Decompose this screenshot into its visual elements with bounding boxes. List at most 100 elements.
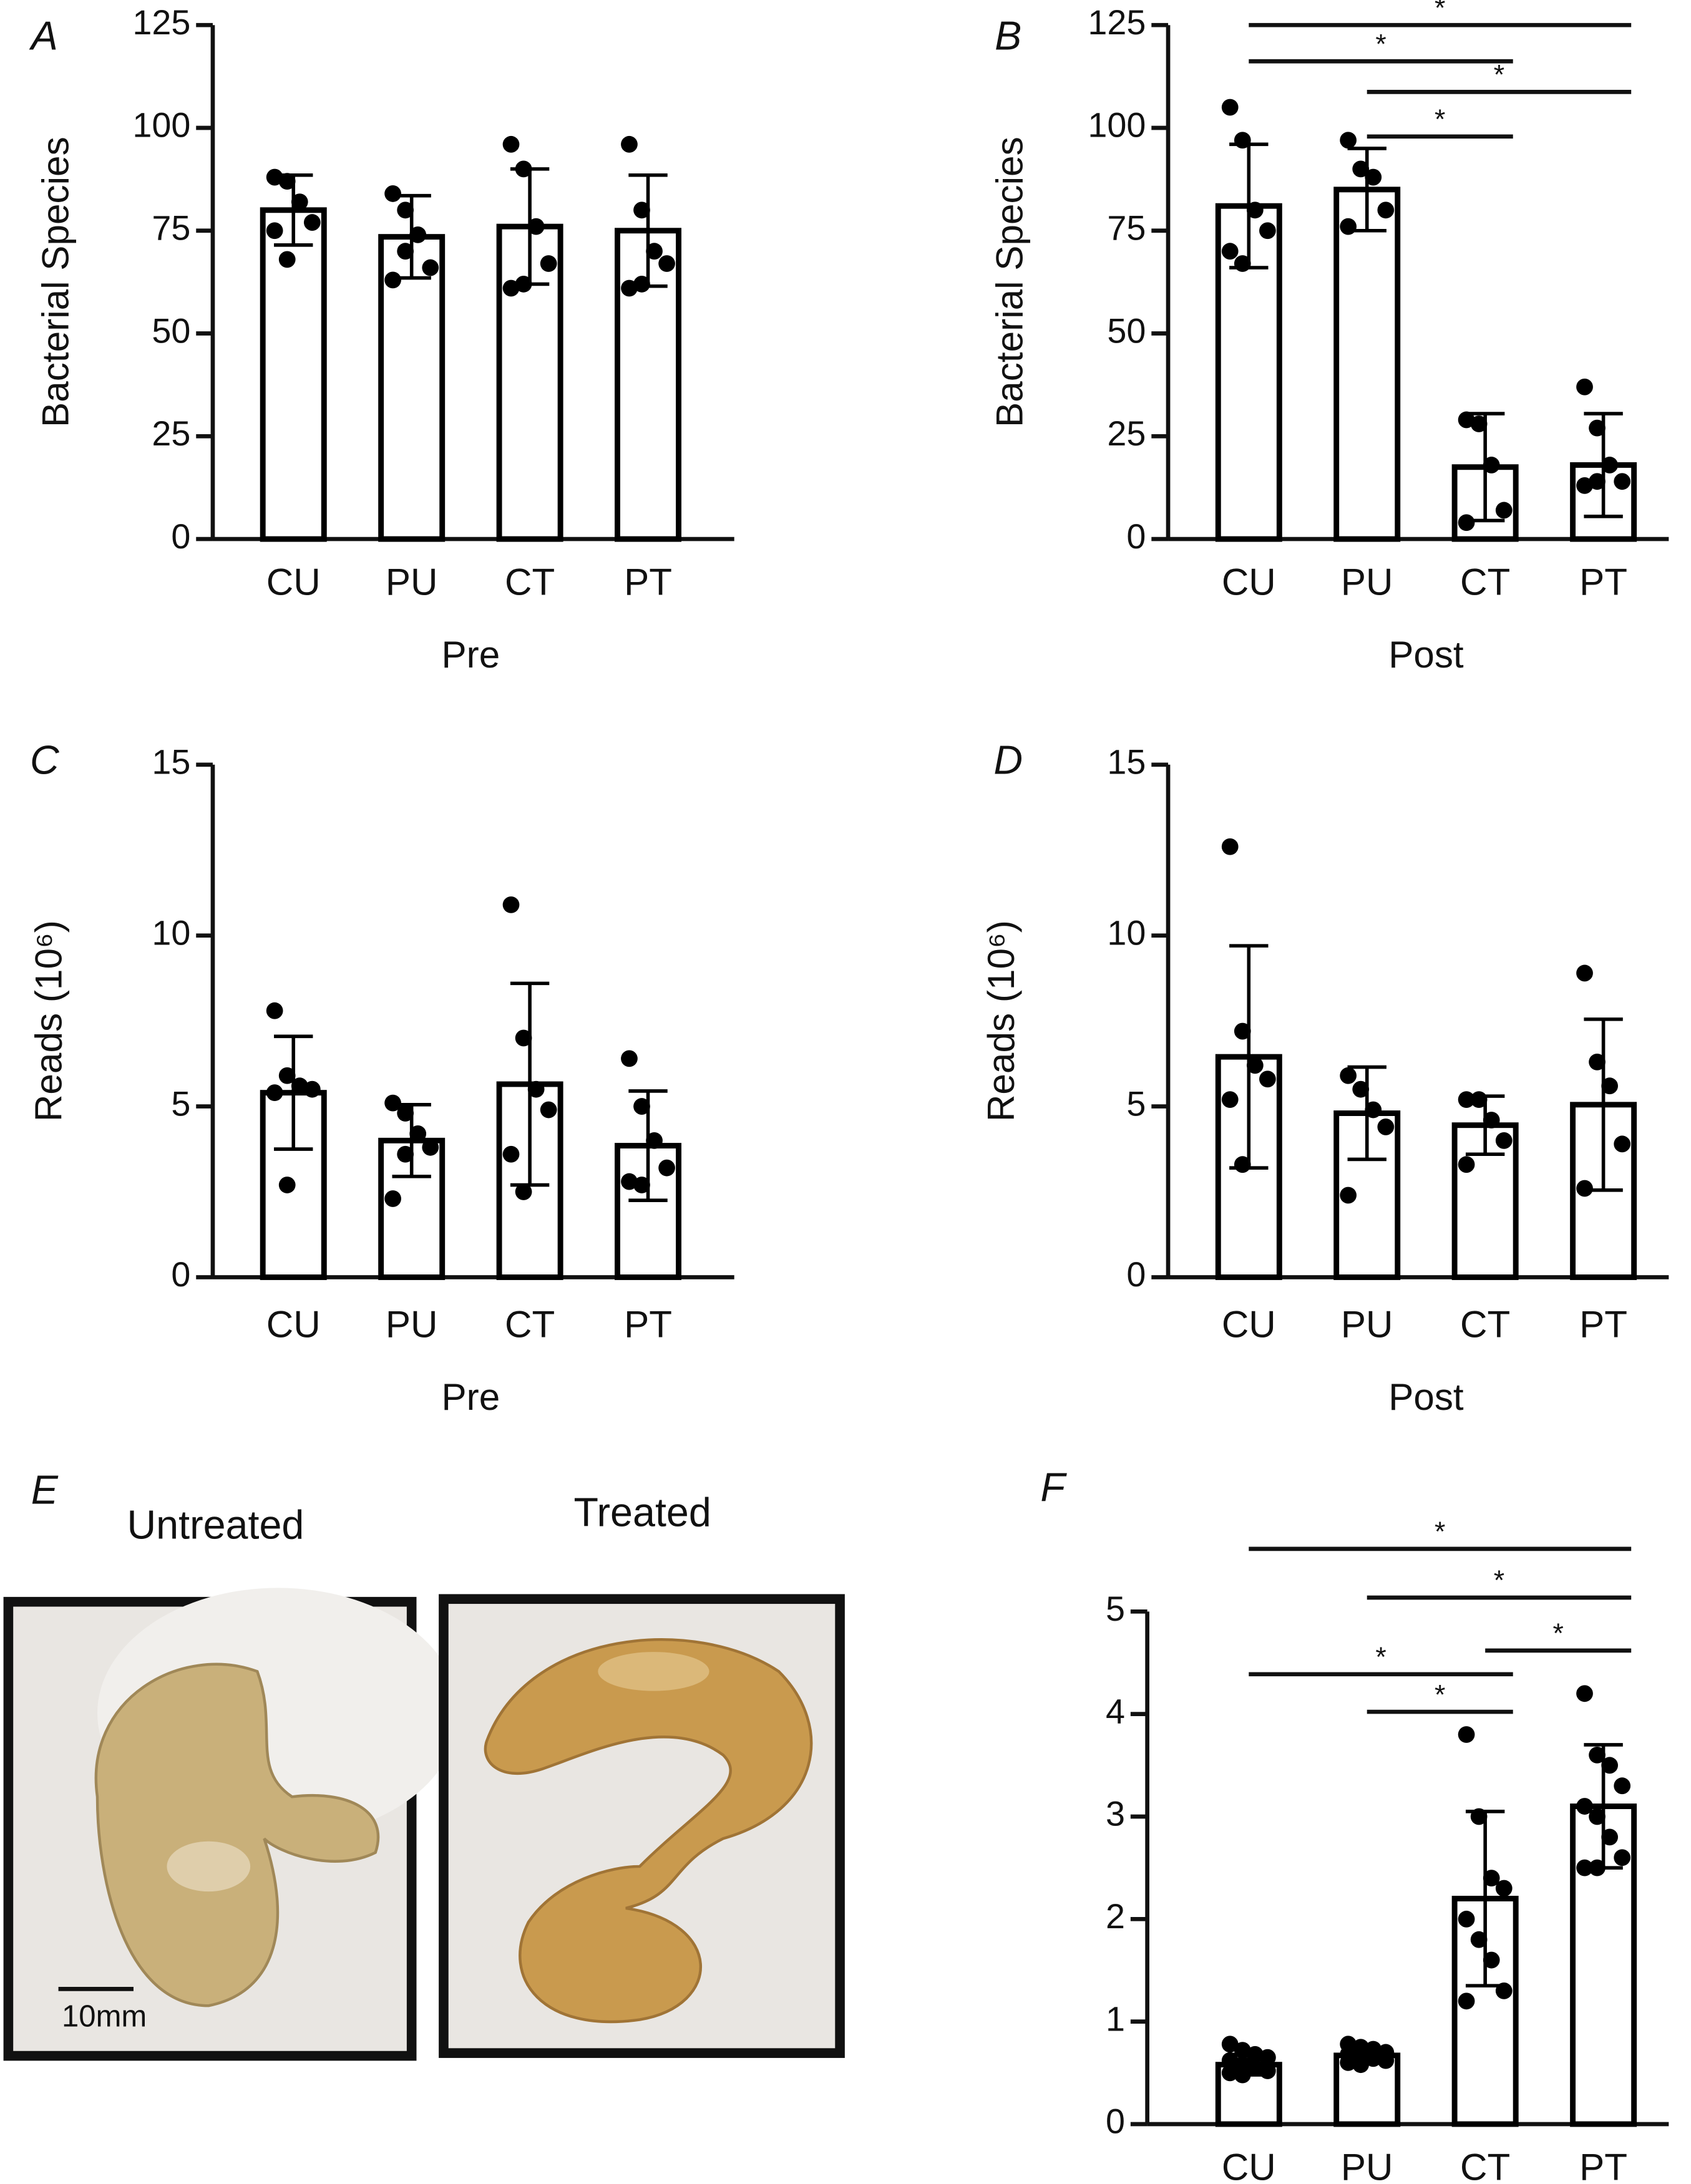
data-point [1377, 1119, 1395, 1135]
data-point [1483, 457, 1500, 473]
data-point [1221, 2036, 1239, 2053]
significance-label: * [1435, 1679, 1445, 1710]
y-tick-label: 125 [1088, 3, 1146, 42]
data-point [1470, 1808, 1488, 1825]
data-point [1340, 1067, 1357, 1084]
data-point [1234, 2042, 1251, 2059]
data-point [1259, 2062, 1276, 2079]
data-point [633, 1098, 650, 1115]
data-point [1234, 1022, 1251, 1040]
data-point [540, 255, 557, 272]
photo-untreated: 10mm [3, 1588, 459, 2061]
x-axis-label: Post [1388, 1376, 1464, 1418]
panel-label: E [31, 1467, 59, 1513]
data-point [527, 218, 545, 235]
data-point [1576, 1859, 1593, 1876]
x-tick-label: PT [624, 1303, 672, 1346]
x-tick-label: CU [1222, 561, 1276, 603]
data-point [384, 1094, 401, 1112]
data-point [422, 259, 439, 276]
y-tick-label: 75 [1107, 208, 1146, 247]
photo-treated [439, 1594, 845, 2058]
data-point [1352, 2056, 1370, 2074]
data-point [1365, 2050, 1382, 2067]
bar [1333, 187, 1401, 542]
data-point [1458, 514, 1475, 531]
y-tick-label: 4 [1106, 1692, 1125, 1730]
x-tick-label: CT [1460, 2146, 1510, 2184]
y-tick-label: 3 [1106, 1795, 1125, 1833]
y-axis-label: Reads (10⁶) [27, 920, 69, 1122]
data-point [1601, 457, 1618, 473]
data-point [1259, 2049, 1276, 2066]
data-point [1470, 1091, 1488, 1109]
data-point [1221, 243, 1239, 260]
data-point [1234, 255, 1251, 272]
chart-panel: 0 5 10 15 C Pre Reads (10⁶) CU PU CT PT [27, 737, 734, 1418]
data-point [1221, 2052, 1239, 2069]
y-tick-label: 15 [1107, 742, 1146, 781]
data-point [646, 1132, 663, 1149]
y-tick-label: 10 [1107, 913, 1146, 952]
data-point [515, 1029, 532, 1047]
data-point [291, 193, 308, 211]
significance-label: * [1435, 1517, 1445, 1547]
data-point [278, 1177, 296, 1193]
data-point [633, 201, 650, 219]
data-point [1259, 222, 1276, 240]
y-tick-label: 5 [1126, 1084, 1146, 1123]
data-point [621, 279, 638, 297]
data-point [422, 1138, 439, 1156]
data-point [1589, 1808, 1606, 1825]
panel-label: B [995, 13, 1021, 59]
x-tick-label: PU [386, 561, 438, 603]
data-point [1340, 132, 1357, 149]
x-tick-label: PT [624, 561, 672, 603]
data-point [1221, 838, 1239, 855]
bar [260, 1090, 327, 1280]
data-point [1259, 1070, 1276, 1088]
x-tick-label: CU [266, 561, 321, 603]
data-point [658, 255, 675, 272]
data-point [278, 173, 296, 190]
y-tick-label: 25 [1107, 414, 1146, 453]
y-axis-label: Reads (10⁶) [980, 920, 1022, 1122]
data-point [1340, 218, 1357, 235]
x-tick-label: PU [386, 1303, 438, 1346]
data-point [266, 1002, 283, 1019]
data-point [1614, 1777, 1631, 1795]
y-tick-label: 5 [171, 1084, 190, 1123]
data-point [1470, 415, 1488, 432]
y-tick-label: 100 [132, 106, 190, 145]
data-point [384, 271, 401, 289]
panel-label: A [29, 13, 58, 59]
data-point [1576, 1180, 1593, 1197]
data-point [409, 1125, 427, 1142]
data-point [1601, 1828, 1618, 1846]
data-point [409, 226, 427, 243]
data-point [1495, 1880, 1513, 1897]
data-point [1221, 2064, 1239, 2082]
y-tick-label: 0 [1106, 2102, 1125, 2141]
x-tick-label: CT [1460, 561, 1510, 603]
y-axis-label: Bacterial Species [988, 137, 1030, 427]
x-tick-label: CT [505, 1303, 555, 1346]
data-point [1614, 473, 1631, 490]
data-point [1246, 2046, 1264, 2063]
data-point [1377, 2052, 1395, 2069]
y-tick-label: 15 [152, 742, 190, 781]
x-tick-label: CU [1222, 2146, 1276, 2184]
significance-label: * [1435, 104, 1445, 135]
data-point [1458, 1992, 1475, 2010]
data-point [1352, 1080, 1370, 1098]
data-point [278, 1067, 296, 1084]
y-tick-label: 0 [171, 1255, 190, 1294]
data-point [1458, 1091, 1475, 1109]
x-tick-label: CU [1222, 1303, 1276, 1346]
data-point [397, 243, 414, 260]
significance-label: * [1552, 1618, 1563, 1649]
data-point [1601, 1757, 1618, 1774]
data-point [502, 1145, 520, 1163]
data-point [1576, 964, 1593, 982]
